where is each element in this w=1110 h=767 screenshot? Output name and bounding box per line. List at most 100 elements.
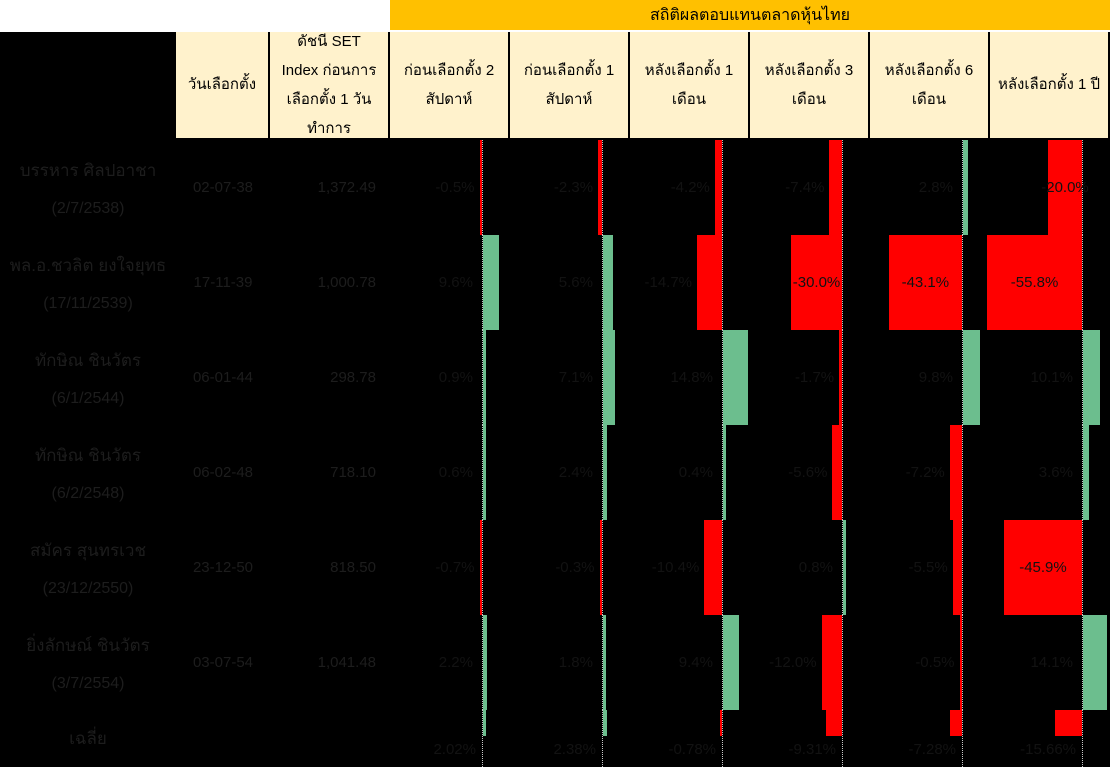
column-header-pre-2w: ก่อนเลือกตั้ง 2 สัปดาห์ <box>390 32 510 140</box>
average-return-cell: -9.31% <box>750 710 870 767</box>
return-label: -0.5% <box>915 654 955 671</box>
row-date-note: (6/2/2548) <box>51 485 125 502</box>
average-label-cell: เฉลี่ย <box>69 729 107 748</box>
axis-line <box>1082 710 1083 767</box>
return-bar <box>949 425 962 520</box>
average-return-label: -7.28% <box>908 741 956 758</box>
average-return-bar <box>603 710 608 736</box>
election-date-cell: 02-07-38 <box>192 179 254 196</box>
row-name: พล.อ.ชวลิต ยงใจยุทธ <box>9 256 167 275</box>
axis-line <box>1082 425 1083 520</box>
return-bar <box>1048 140 1082 235</box>
return-bar <box>723 425 726 520</box>
return-cell: 2.4% <box>510 425 630 520</box>
return-bar <box>1083 425 1090 520</box>
axis-line <box>602 615 603 710</box>
average-return-label: -9.31% <box>788 741 836 758</box>
return-cell: -14.7% <box>630 235 750 330</box>
axis-line <box>722 235 723 330</box>
table-title-banner: สถิติผลตอบแทนตลาดหุ้นไทย <box>390 0 1110 32</box>
return-cell: -30.0% <box>750 235 870 330</box>
return-bar <box>483 235 500 330</box>
table-row: ทักษิณ ชินวัตร (6/1/2544) 06-01-44 298.78 0.… <box>0 330 1110 425</box>
return-label: -55.8% <box>1010 274 1059 291</box>
return-cell: -7.2% <box>870 425 990 520</box>
return-bar <box>603 615 607 710</box>
column-header-pre-1w: ก่อนเลือกตั้ง 1 สัปดาห์ <box>510 32 630 140</box>
row-date-note: (3/7/2554) <box>51 675 125 692</box>
return-label: 7.1% <box>558 369 593 386</box>
column-header-post-6m: หลังเลือกตั้ง 6 เดือน <box>870 32 990 140</box>
row-name-cell: พล.อ.ชวลิต ยงใจยุทธ (17/11/2539) <box>0 235 176 330</box>
return-bar <box>843 520 846 615</box>
row-name-cell: สมัคร สุนทรเวช (23/12/2550) <box>0 520 176 615</box>
axis-line <box>722 615 723 710</box>
row-date-note: (6/1/2544) <box>51 390 125 407</box>
axis-line <box>1082 520 1083 615</box>
return-label: -20.0% <box>1041 179 1089 196</box>
return-label: 1.8% <box>558 654 593 671</box>
return-cell: -0.3% <box>510 520 630 615</box>
row-name-cell: ทักษิณ ชินวัตร (6/1/2544) <box>0 330 176 425</box>
return-bar <box>832 425 842 520</box>
return-cell: 9.6% <box>390 235 510 330</box>
return-cell: 9.4% <box>630 615 750 710</box>
return-label: 14.1% <box>1030 654 1073 671</box>
average-return-bar <box>719 710 722 736</box>
return-bar <box>704 520 722 615</box>
return-cell: -55.8% <box>987 235 1110 330</box>
average-row: เฉลี่ย 2.02% 2.38% -0.78% -9.31% -7.28% -15.66… <box>0 710 1110 767</box>
election-date-cell: 17-11-39 <box>193 274 253 291</box>
return-label: 2.2% <box>438 654 473 671</box>
set-index-cell: 1,041.48 <box>317 654 376 671</box>
return-cell: -12.0% <box>750 615 870 710</box>
column-header-post-1y: หลังเลือกตั้ง 1 ปี <box>990 32 1110 140</box>
row-date-note: (17/11/2539) <box>43 295 133 312</box>
axis-line <box>482 235 483 330</box>
axis-line <box>722 520 723 615</box>
return-cell: 2.8% <box>870 140 990 235</box>
return-cell: 9.8% <box>870 330 990 425</box>
return-cell: 10.1% <box>990 330 1110 425</box>
return-cell: -10.4% <box>630 520 750 615</box>
return-bar <box>1083 330 1101 425</box>
return-label: -2.3% <box>553 179 594 196</box>
table-row: สมัคร สุนทรเวช (23/12/2550) 23-12-50 818.50… <box>0 520 1110 615</box>
row-name: ทักษิณ ชินวัตร <box>34 446 142 465</box>
return-bar <box>1003 520 1082 615</box>
average-return-cell: -15.66% <box>990 710 1110 767</box>
column-header-set-index: ดัชนี SET Index ก่อนการเลือกตั้ง 1 วันทำ… <box>270 32 390 140</box>
election-date-cell: 06-02-48 <box>192 464 254 481</box>
return-label: 0.8% <box>798 559 833 576</box>
return-cell: -43.1% <box>870 235 990 330</box>
return-label: -4.2% <box>670 179 710 196</box>
return-cell: 3.6% <box>990 425 1110 520</box>
table-row: ยิ่งลักษณ์ ชินวัตร (3/7/2554) 03-07-54 1,04… <box>0 615 1110 710</box>
average-return-bar <box>483 710 487 736</box>
average-return-label: 2.38% <box>553 741 596 758</box>
row-name: สมัคร สุนทรเวช <box>29 541 147 560</box>
top-band: สถิติผลตอบแทนตลาดหุ้นไทย <box>0 0 1110 32</box>
axis-line <box>602 710 603 767</box>
axis-line <box>962 425 963 520</box>
return-cell: 14.1% <box>990 615 1110 710</box>
return-label: 0.4% <box>678 464 713 481</box>
axis-line <box>962 710 963 767</box>
election-date-cell: 23-12-50 <box>192 559 254 576</box>
row-date-note: (23/12/2550) <box>42 580 134 597</box>
axis-line <box>962 615 963 710</box>
return-bar <box>483 330 486 425</box>
return-bar <box>714 140 722 235</box>
return-bar <box>697 235 722 330</box>
return-label: -0.3% <box>555 559 595 576</box>
axis-line <box>722 425 723 520</box>
return-label: 2.4% <box>558 464 593 481</box>
row-name: บรรหาร ศิลปอาชา <box>19 161 157 180</box>
axis-line <box>482 425 483 520</box>
return-bar <box>723 330 749 425</box>
return-cell: 0.9% <box>390 330 510 425</box>
return-bar <box>479 520 482 615</box>
return-label: -7.2% <box>905 464 945 481</box>
column-header-post-3m: หลังเลือกตั้ง 3 เดือน <box>750 32 870 140</box>
return-bar <box>821 615 842 710</box>
